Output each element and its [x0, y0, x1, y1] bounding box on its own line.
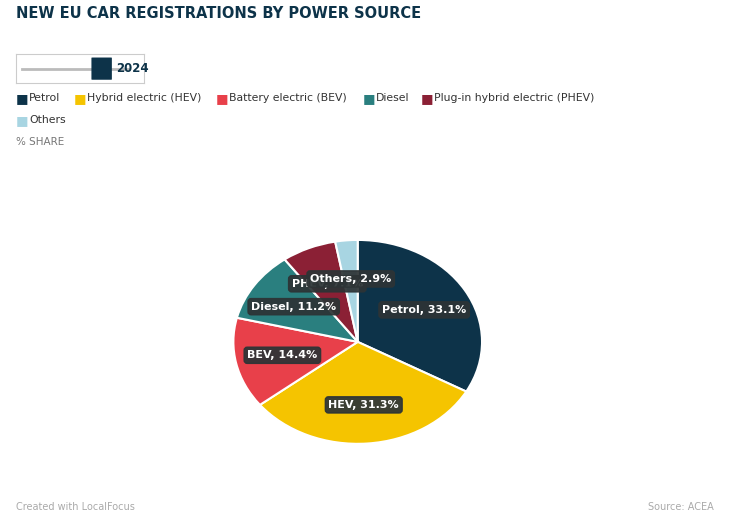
- Text: Source: ACEA: Source: ACEA: [648, 502, 714, 512]
- Text: Plug-in hybrid electric (PHEV): Plug-in hybrid electric (PHEV): [434, 93, 594, 104]
- FancyBboxPatch shape: [91, 57, 112, 80]
- Text: ■: ■: [16, 92, 28, 105]
- Text: ■: ■: [215, 92, 228, 105]
- Text: ■: ■: [16, 113, 28, 127]
- Wedge shape: [237, 260, 358, 342]
- Wedge shape: [234, 318, 358, 405]
- Text: Hybrid electric (HEV): Hybrid electric (HEV): [88, 93, 201, 104]
- Text: ■: ■: [362, 92, 375, 105]
- Text: BEV, 14.4%: BEV, 14.4%: [247, 350, 318, 361]
- Text: ■: ■: [74, 92, 87, 105]
- Text: Diesel, 11.2%: Diesel, 11.2%: [251, 301, 337, 312]
- Wedge shape: [260, 342, 466, 444]
- Text: August  ∨: August ∨: [159, 62, 224, 75]
- Wedge shape: [285, 241, 358, 342]
- Text: Petrol, 33.1%: Petrol, 33.1%: [382, 305, 466, 315]
- Wedge shape: [335, 240, 358, 342]
- Text: Battery electric (BEV): Battery electric (BEV): [228, 93, 347, 104]
- Text: ■: ■: [420, 92, 433, 105]
- Text: EUROPEAN UNION  ∨: EUROPEAN UNION ∨: [242, 62, 380, 75]
- Text: Others: Others: [29, 115, 66, 125]
- Wedge shape: [358, 240, 482, 392]
- Text: 2024: 2024: [115, 62, 148, 75]
- Text: % SHARE: % SHARE: [16, 137, 64, 147]
- Text: Diesel: Diesel: [375, 93, 409, 104]
- Text: HEV, 31.3%: HEV, 31.3%: [328, 400, 399, 410]
- Text: Others, 2.9%: Others, 2.9%: [310, 274, 391, 284]
- Text: PHEV, 7.1%: PHEV, 7.1%: [292, 279, 363, 289]
- Text: Petrol: Petrol: [29, 93, 61, 104]
- Text: Created with LocalFocus: Created with LocalFocus: [16, 502, 135, 512]
- Text: NEW EU CAR REGISTRATIONS BY POWER SOURCE: NEW EU CAR REGISTRATIONS BY POWER SOURCE: [16, 6, 421, 21]
